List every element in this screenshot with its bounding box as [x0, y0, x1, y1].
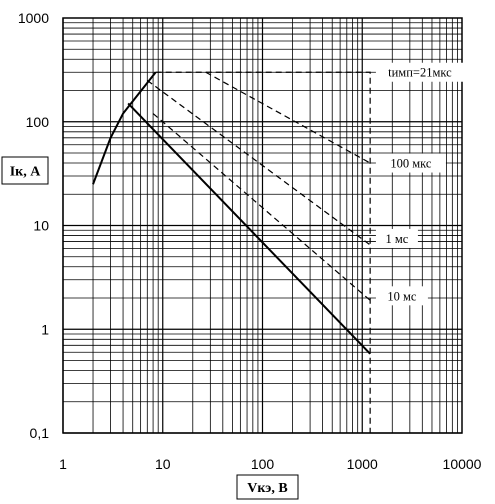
annotation-2: 1 мс	[375, 228, 418, 248]
tick-labels: 1 10 100 1000 10000 0,1 1 10 100 1000	[18, 10, 482, 472]
x-tick-label: 10	[155, 456, 171, 472]
annotation-box	[375, 153, 446, 173]
annotation-label: 1 мс	[385, 232, 408, 246]
series-line-2	[146, 79, 371, 246]
annotation-3: 10 мс	[375, 286, 428, 306]
annotation-0: tимп=21мкс	[375, 62, 464, 82]
x-tick-label: 100	[251, 456, 275, 472]
y-tick-label: 1	[41, 321, 49, 337]
x-tick-label: 10000	[443, 456, 482, 472]
y-tick-label: 0,1	[30, 425, 50, 441]
x-tick-label: 1000	[347, 456, 378, 472]
series-line-1	[205, 71, 371, 164]
series-group	[92, 71, 371, 433]
series-line-0	[155, 71, 371, 433]
y-tick-label: 100	[26, 114, 50, 130]
annotation-box	[375, 228, 418, 248]
annotation-box	[375, 286, 428, 306]
series-line-3	[152, 113, 371, 301]
annotation-box	[375, 62, 464, 82]
y-tick-label: 1000	[18, 10, 49, 26]
plot-frame	[62, 17, 463, 434]
annotation-label: tимп=21мкс	[388, 66, 452, 80]
grid	[62, 18, 462, 434]
annotation-1: 100 мкс	[375, 153, 446, 173]
y-axis-title-box: Iк, А	[1, 156, 49, 185]
x-axis-title: Vкэ, В	[247, 481, 287, 496]
series-line-4	[92, 71, 157, 185]
y-tick-label: 10	[33, 218, 49, 234]
annotation-label: 10 мс	[387, 289, 417, 303]
series-line-5	[127, 102, 371, 355]
plot-border	[62, 17, 463, 434]
axis-titles: Iк, А Vкэ, В	[1, 156, 299, 500]
x-axis-title-box: Vкэ, В	[236, 474, 299, 500]
annotation-label: 100 мкс	[390, 157, 432, 171]
y-axis-title: Iк, А	[10, 165, 42, 180]
annotations: tимп=21мкс 100 мкс 1 мс 10 мс	[375, 62, 464, 306]
x-tick-label: 1	[59, 456, 67, 472]
